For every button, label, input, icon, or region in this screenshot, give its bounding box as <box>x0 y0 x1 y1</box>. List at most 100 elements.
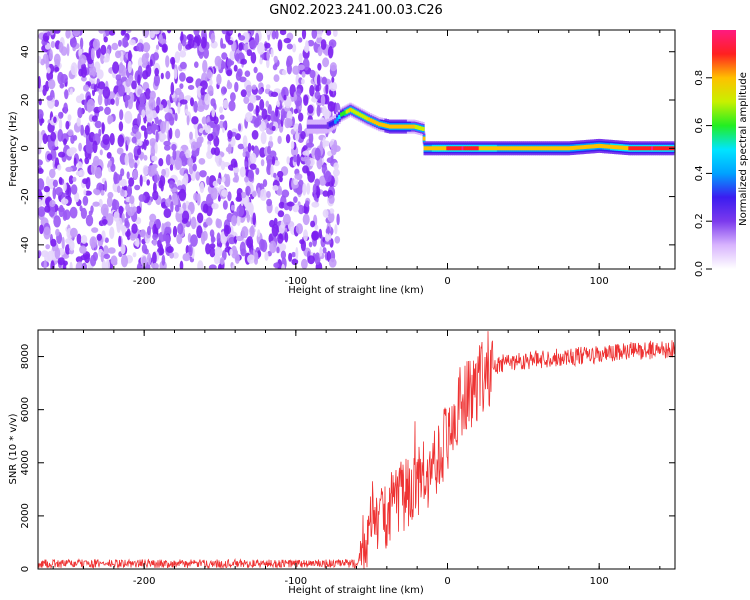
noise-blob <box>315 30 323 38</box>
noise-blob <box>60 73 68 84</box>
noise-blob <box>152 52 159 61</box>
noise-blob <box>177 223 184 235</box>
noise-blob <box>255 167 260 175</box>
noise-blob <box>109 226 115 239</box>
noise-blob <box>310 220 316 228</box>
noise-blob <box>100 189 105 196</box>
ridge-cell <box>467 146 470 151</box>
noise-blob <box>152 251 157 265</box>
noise-blob <box>311 201 320 208</box>
noise-blob <box>246 49 252 57</box>
noise-blob <box>165 121 170 132</box>
noise-blob <box>270 48 274 58</box>
noise-blob <box>91 237 95 251</box>
noise-blob <box>259 57 263 65</box>
noise-blob <box>322 247 327 254</box>
noise-blob <box>286 201 295 207</box>
noise-blob <box>176 233 183 245</box>
noise-blob <box>145 64 152 77</box>
noise-blob <box>321 76 327 85</box>
ridge-cell <box>404 124 408 129</box>
noise-blob <box>79 245 87 254</box>
noise-blob <box>302 165 309 174</box>
noise-blob <box>148 96 156 110</box>
noise-blob <box>40 118 45 124</box>
noise-blob <box>91 66 97 77</box>
ridge-cell <box>488 146 492 151</box>
ridge-cell <box>545 146 548 151</box>
ridge-cell <box>431 146 435 151</box>
noise-blob <box>186 34 194 41</box>
noise-blob <box>126 171 130 180</box>
noise-blob <box>235 71 242 81</box>
noise-blob <box>271 30 277 40</box>
noise-blob <box>233 64 238 72</box>
noise-blob <box>72 176 77 182</box>
ridge-cell <box>496 146 500 151</box>
noise-blob <box>121 213 125 223</box>
ridge-cell <box>384 123 387 128</box>
ridge-cell <box>474 146 478 151</box>
noise-blob <box>314 178 321 187</box>
ridge-cell <box>418 126 421 130</box>
noise-blob <box>187 157 194 167</box>
noise-blob <box>269 240 277 254</box>
ridge-cell <box>638 146 642 151</box>
noise-blob <box>208 79 213 86</box>
noise-blob <box>277 135 282 145</box>
noise-blob <box>165 234 170 248</box>
noise-blob <box>65 120 70 130</box>
ridge-cell <box>425 146 429 151</box>
noise-blob <box>298 112 304 122</box>
noise-blob <box>150 145 156 159</box>
noise-blob <box>136 262 142 269</box>
noise-blob <box>122 30 126 35</box>
noise-blob <box>292 65 300 75</box>
noise-blob <box>98 88 104 95</box>
noise-blob <box>295 131 300 142</box>
ridge-cell <box>561 146 565 151</box>
noise-blob <box>142 175 147 183</box>
noise-blob <box>155 130 159 143</box>
ridge-cell <box>382 123 385 128</box>
noise-blob <box>125 78 132 88</box>
noise-blob <box>136 42 144 52</box>
noise-blob <box>111 199 120 211</box>
noise-blob <box>43 226 51 240</box>
noise-blob <box>173 68 178 80</box>
noise-blob <box>237 143 245 150</box>
noise-blob <box>245 84 253 94</box>
ridge-cell <box>577 145 581 150</box>
ridge-cell <box>472 146 476 151</box>
noise-blob <box>172 252 179 259</box>
noise-blob <box>152 262 159 269</box>
noise-blob <box>193 192 199 201</box>
noise-blob <box>187 85 195 90</box>
noise-blob <box>293 196 298 204</box>
noise-blob <box>139 93 146 105</box>
noise-blob <box>216 232 221 244</box>
ridge-cell <box>371 119 375 124</box>
noise-blob <box>55 228 60 237</box>
noise-blob <box>174 51 181 64</box>
noise-blob <box>152 190 159 201</box>
noise-blob <box>80 207 87 219</box>
noise-blob <box>249 152 257 164</box>
colorbar-tick-label: 0.0 <box>694 261 705 277</box>
ridge-cell <box>396 124 400 129</box>
noise-blob <box>292 43 297 53</box>
noise-blob <box>254 118 262 127</box>
ridge-cell <box>614 145 617 150</box>
noise-blob <box>221 30 227 35</box>
noise-blob <box>110 98 115 105</box>
ridge-cell <box>312 124 316 129</box>
noise-blob <box>320 94 326 107</box>
noise-blob <box>327 101 336 112</box>
noise-blob <box>273 74 280 82</box>
noise-blob <box>58 118 63 130</box>
noise-blob <box>334 224 338 235</box>
ridge-cell <box>330 121 333 126</box>
noise-blob <box>107 160 112 167</box>
